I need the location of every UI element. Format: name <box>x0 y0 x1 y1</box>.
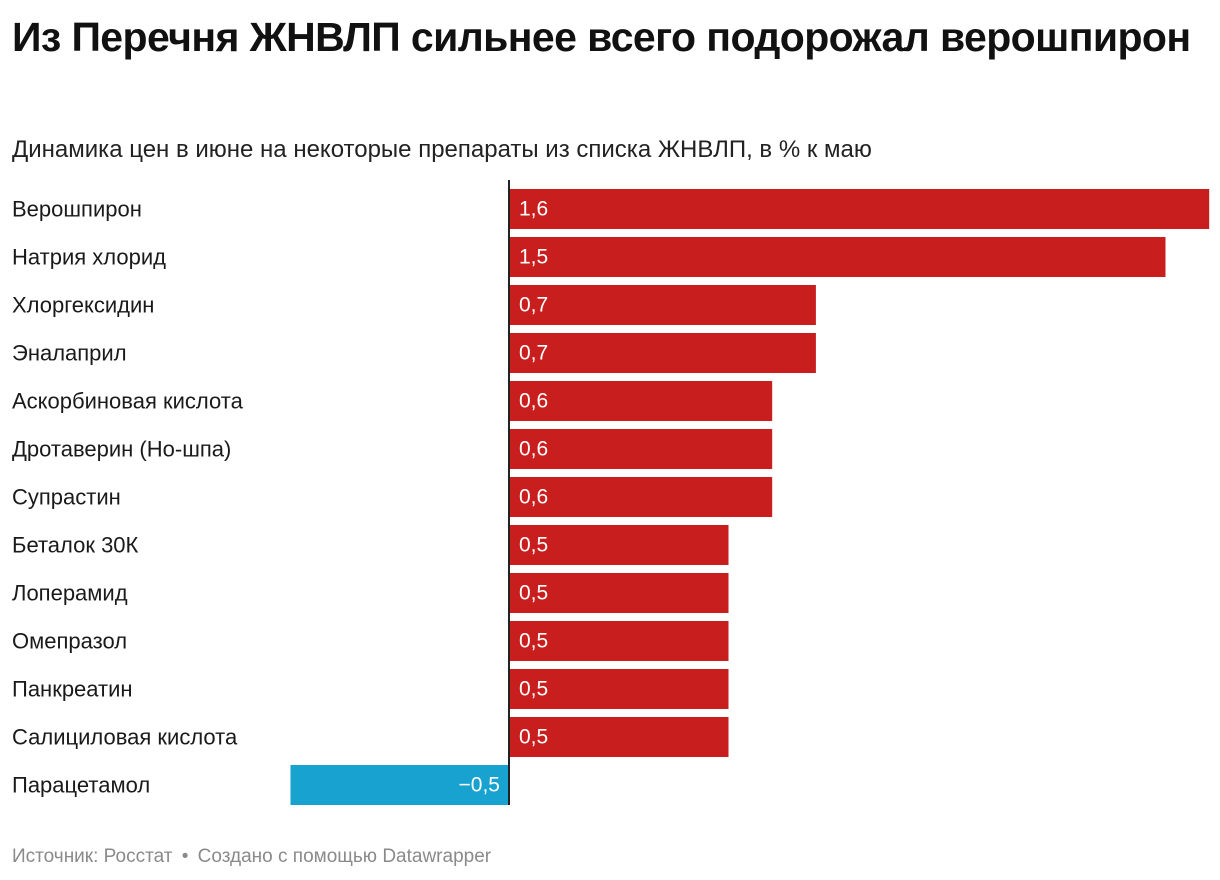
bar <box>510 189 1210 229</box>
bar <box>290 765 509 805</box>
category-label: Лоперамид <box>12 581 128 606</box>
bar <box>510 717 729 757</box>
chart-subtitle: Динамика цен в июне на некоторые препара… <box>12 136 872 163</box>
category-label: Беталок 30К <box>12 533 139 558</box>
data-label: 0,7 <box>519 342 548 365</box>
data-label: 0,5 <box>519 582 548 605</box>
bar <box>510 621 729 661</box>
bar <box>510 477 773 517</box>
category-label: Натрия хлорид <box>12 245 166 270</box>
bar <box>510 285 816 325</box>
data-label: 1,5 <box>519 246 548 269</box>
data-label: 0,6 <box>519 390 548 413</box>
category-label: Эналаприл <box>12 341 127 366</box>
data-label: 0,5 <box>519 678 548 701</box>
data-label: 0,6 <box>519 486 548 509</box>
category-label: Салициловая кислота <box>12 725 238 750</box>
source-note: Источник: Росстат <box>12 846 173 867</box>
bar <box>510 237 1166 277</box>
category-label: Аскорбиновая кислота <box>12 389 244 414</box>
category-label: Парацетамол <box>12 773 150 798</box>
bar-chart: Верошпирон 1,6 Натрия хлорид 1,5 Хлоргексиди… <box>12 180 1210 805</box>
bar <box>510 525 729 565</box>
bar <box>510 669 729 709</box>
category-label: Омепразол <box>12 629 127 654</box>
credit-note: Создано с помощью Datawrapper <box>197 846 492 867</box>
data-label: 0,5 <box>519 630 548 653</box>
bar <box>510 333 816 373</box>
bar <box>510 429 773 469</box>
data-label: 0,7 <box>519 294 548 317</box>
footer-separator: • <box>181 846 189 867</box>
chart-title: Из Перечня ЖНВЛП сильнее всего подорожал… <box>12 14 1191 60</box>
data-label: 0,5 <box>519 534 548 557</box>
data-label: −0,5 <box>459 774 500 797</box>
category-label: Верошпирон <box>12 197 142 222</box>
data-label: 0,5 <box>519 726 548 749</box>
chart-footer: Источник: Росстат • Создано с помощью Da… <box>12 844 491 870</box>
category-label: Дротаверин (Но-шпа) <box>12 437 231 462</box>
category-label: Хлоргексидин <box>12 293 154 318</box>
data-label: 1,6 <box>519 198 548 221</box>
data-label: 0,6 <box>519 438 548 461</box>
bar <box>510 381 773 421</box>
bar <box>510 573 729 613</box>
category-label: Панкреатин <box>12 677 133 702</box>
category-label: Супрастин <box>12 485 121 510</box>
